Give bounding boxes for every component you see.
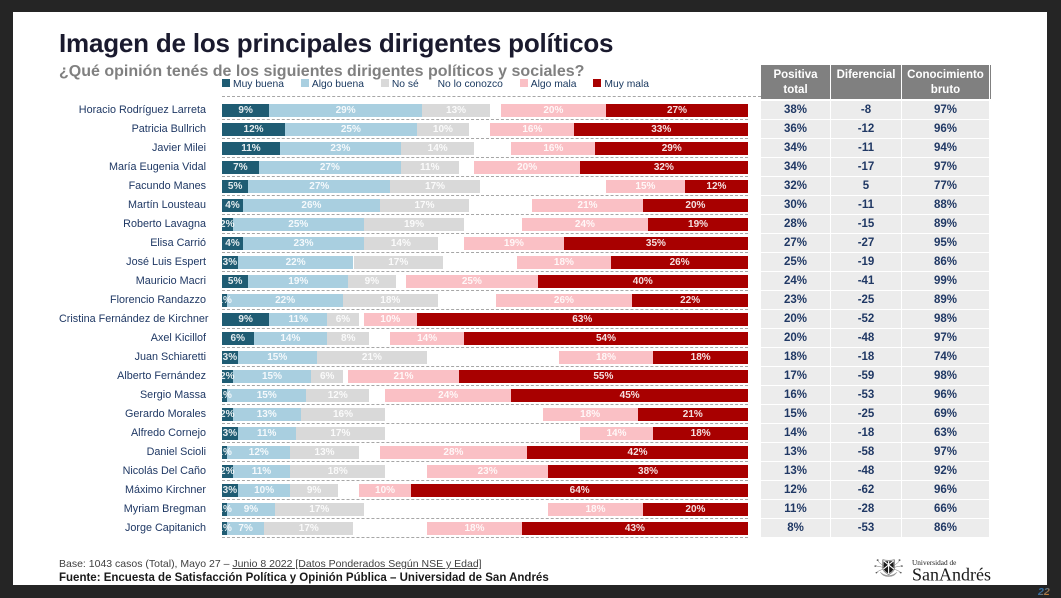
svg-text:SanAndrés: SanAndrés (912, 565, 991, 584)
